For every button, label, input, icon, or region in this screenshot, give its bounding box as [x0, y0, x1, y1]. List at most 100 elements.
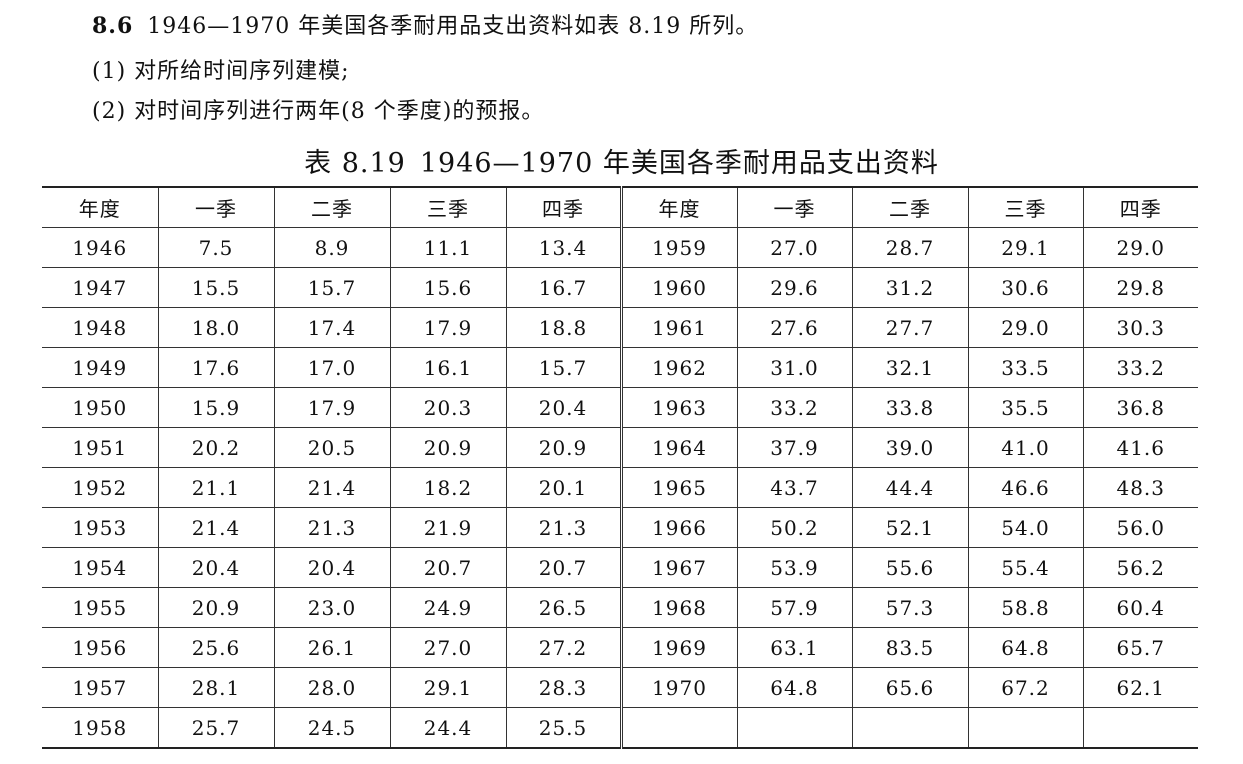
table-cell: 24.9: [389, 587, 507, 628]
table-cell: 29.0: [967, 307, 1084, 348]
table-cell: 55.6: [851, 547, 969, 588]
table-cell: 33.2: [736, 387, 853, 428]
table-cell: 21.4: [157, 507, 275, 548]
table-cell: 26.5: [505, 587, 623, 628]
table-header-cell: 三季: [389, 186, 507, 228]
table-cell: 27.2: [505, 627, 623, 668]
table-cell: [620, 707, 738, 749]
table-cell: 1953: [42, 507, 159, 548]
table-cell: 55.4: [967, 547, 1084, 588]
table-caption-title: 1946—1970 年美国各季耐用品支出资料: [419, 148, 939, 179]
table-cell: 30.6: [967, 267, 1084, 308]
table-cell: 1950: [42, 387, 159, 428]
table-header-cell: 年度: [42, 186, 159, 228]
table-cell: 1951: [42, 427, 159, 468]
table-cell: 1947: [42, 267, 159, 308]
table-cell: 1968: [620, 587, 738, 628]
table-cell: 1952: [42, 467, 159, 508]
table-cell: 1959: [620, 227, 738, 268]
table-cell: 37.9: [736, 427, 853, 468]
table-cell: 20.9: [505, 427, 623, 468]
table-header-cell: 二季: [851, 186, 969, 228]
table-cell: 1967: [620, 547, 738, 588]
table-cell: 25.6: [157, 627, 275, 668]
table-cell: 29.0: [1082, 227, 1198, 268]
table-caption-number: 表 8.19: [304, 148, 406, 179]
table-row: 1958 25.7 24.5 24.4 25.5: [42, 707, 1198, 749]
table-row: 1951 20.2 20.5 20.9 20.9 1964 37.9 39.0 41.0 41.6: [42, 427, 1198, 468]
table-cell: 65.7: [1082, 627, 1198, 668]
table-cell: 26.1: [273, 627, 391, 668]
table-cell: 41.0: [967, 427, 1084, 468]
table-cell: 16.1: [389, 347, 507, 388]
table-cell: 1956: [42, 627, 159, 668]
table-cell: 67.2: [967, 667, 1084, 708]
problem-text: 1946—1970 年美国各季耐用品支出资料如表 8.19 所列。: [147, 14, 759, 39]
table-row: 1952 21.1 21.4 18.2 20.1 1965 43.7 44.4 46.6 48.3: [42, 467, 1198, 508]
table-cell: 56.0: [1082, 507, 1198, 548]
table-cell: 64.8: [967, 627, 1084, 668]
table-cell: 28.3: [505, 667, 623, 708]
table-cell: 33.5: [967, 347, 1084, 388]
table-cell: 58.8: [967, 587, 1084, 628]
table-cell: 83.5: [851, 627, 969, 668]
table-cell: 25.5: [505, 707, 623, 749]
table-cell: 20.1: [505, 467, 623, 508]
table-cell: 7.5: [157, 227, 275, 268]
table-cell: 23.0: [273, 587, 391, 628]
table-cell: 27.0: [736, 227, 853, 268]
table-row: 1950 15.9 17.9 20.3 20.4 1963 33.2 33.8 35.5 36.8: [42, 387, 1198, 428]
table-header-cell: 二季: [273, 186, 391, 228]
table-cell: 65.6: [851, 667, 969, 708]
table-cell: 15.7: [273, 267, 391, 308]
table-cell: 18.2: [389, 467, 507, 508]
table-header-cell: 四季: [505, 186, 623, 228]
table-cell: 54.0: [967, 507, 1084, 548]
table-row: 1957 28.1 28.0 29.1 28.3 1970 64.8 65.6 67.2 62.1: [42, 667, 1198, 708]
table-cell: 1957: [42, 667, 159, 708]
table-cell: 1958: [42, 707, 159, 749]
table-cell: 63.1: [736, 627, 853, 668]
table-cell: 15.5: [157, 267, 275, 308]
table-header-cell: 三季: [967, 186, 1084, 228]
table-cell: 20.3: [389, 387, 507, 428]
table-cell: 32.1: [851, 347, 969, 388]
table-cell: 20.5: [273, 427, 391, 468]
table-cell: 31.2: [851, 267, 969, 308]
table-caption: 表 8.19 1946—1970 年美国各季耐用品支出资料: [0, 141, 1243, 180]
table-cell: 1946: [42, 227, 159, 268]
table-cell: 33.2: [1082, 347, 1198, 388]
table-cell: 20.4: [505, 387, 623, 428]
table-cell: 46.6: [967, 467, 1084, 508]
table-cell: 28.0: [273, 667, 391, 708]
table-cell: 21.3: [273, 507, 391, 548]
table-row: 1953 21.4 21.3 21.9 21.3 1966 50.2 52.1 54.0 56.0: [42, 507, 1198, 548]
table-row: 1947 15.5 15.7 15.6 16.7 1960 29.6 31.2 30.6 29.8: [42, 267, 1198, 308]
table-cell: 1961: [620, 307, 738, 348]
table-row: 1955 20.9 23.0 24.9 26.5 1968 57.9 57.3 58.8 60.4: [42, 587, 1198, 628]
table-cell: 1970: [620, 667, 738, 708]
table-cell: 28.1: [157, 667, 275, 708]
table-cell: 29.6: [736, 267, 853, 308]
table-cell: 1964: [620, 427, 738, 468]
table-cell: 20.4: [157, 547, 275, 588]
table-cell: 20.7: [389, 547, 507, 588]
table-row: 1954 20.4 20.4 20.7 20.7 1967 53.9 55.6 55.4 56.2: [42, 547, 1198, 588]
expenditure-table: 年度 一季 二季 三季 四季 年度 一季 二季 三季 四季 1946 7.5 8.9 11.1 13.4 19…: [42, 186, 1198, 749]
table-cell: 1966: [620, 507, 738, 548]
table-cell: 1969: [620, 627, 738, 668]
table-cell: 36.8: [1082, 387, 1198, 428]
table-cell: 41.6: [1082, 427, 1198, 468]
table-cell: [1082, 707, 1198, 749]
table-cell: 8.9: [273, 227, 391, 268]
table-cell: 29.1: [967, 227, 1084, 268]
table-cell: 27.6: [736, 307, 853, 348]
table-cell: 29.1: [389, 667, 507, 708]
table-header-cell: 年度: [620, 186, 738, 228]
table-cell: 11.1: [389, 227, 507, 268]
table-cell: 17.6: [157, 347, 275, 388]
table-header-cell: 一季: [736, 186, 853, 228]
table-cell: 20.9: [157, 587, 275, 628]
table-row: 1948 18.0 17.4 17.9 18.8 1961 27.6 27.7 29.0 30.3: [42, 307, 1198, 348]
table-cell: 44.4: [851, 467, 969, 508]
